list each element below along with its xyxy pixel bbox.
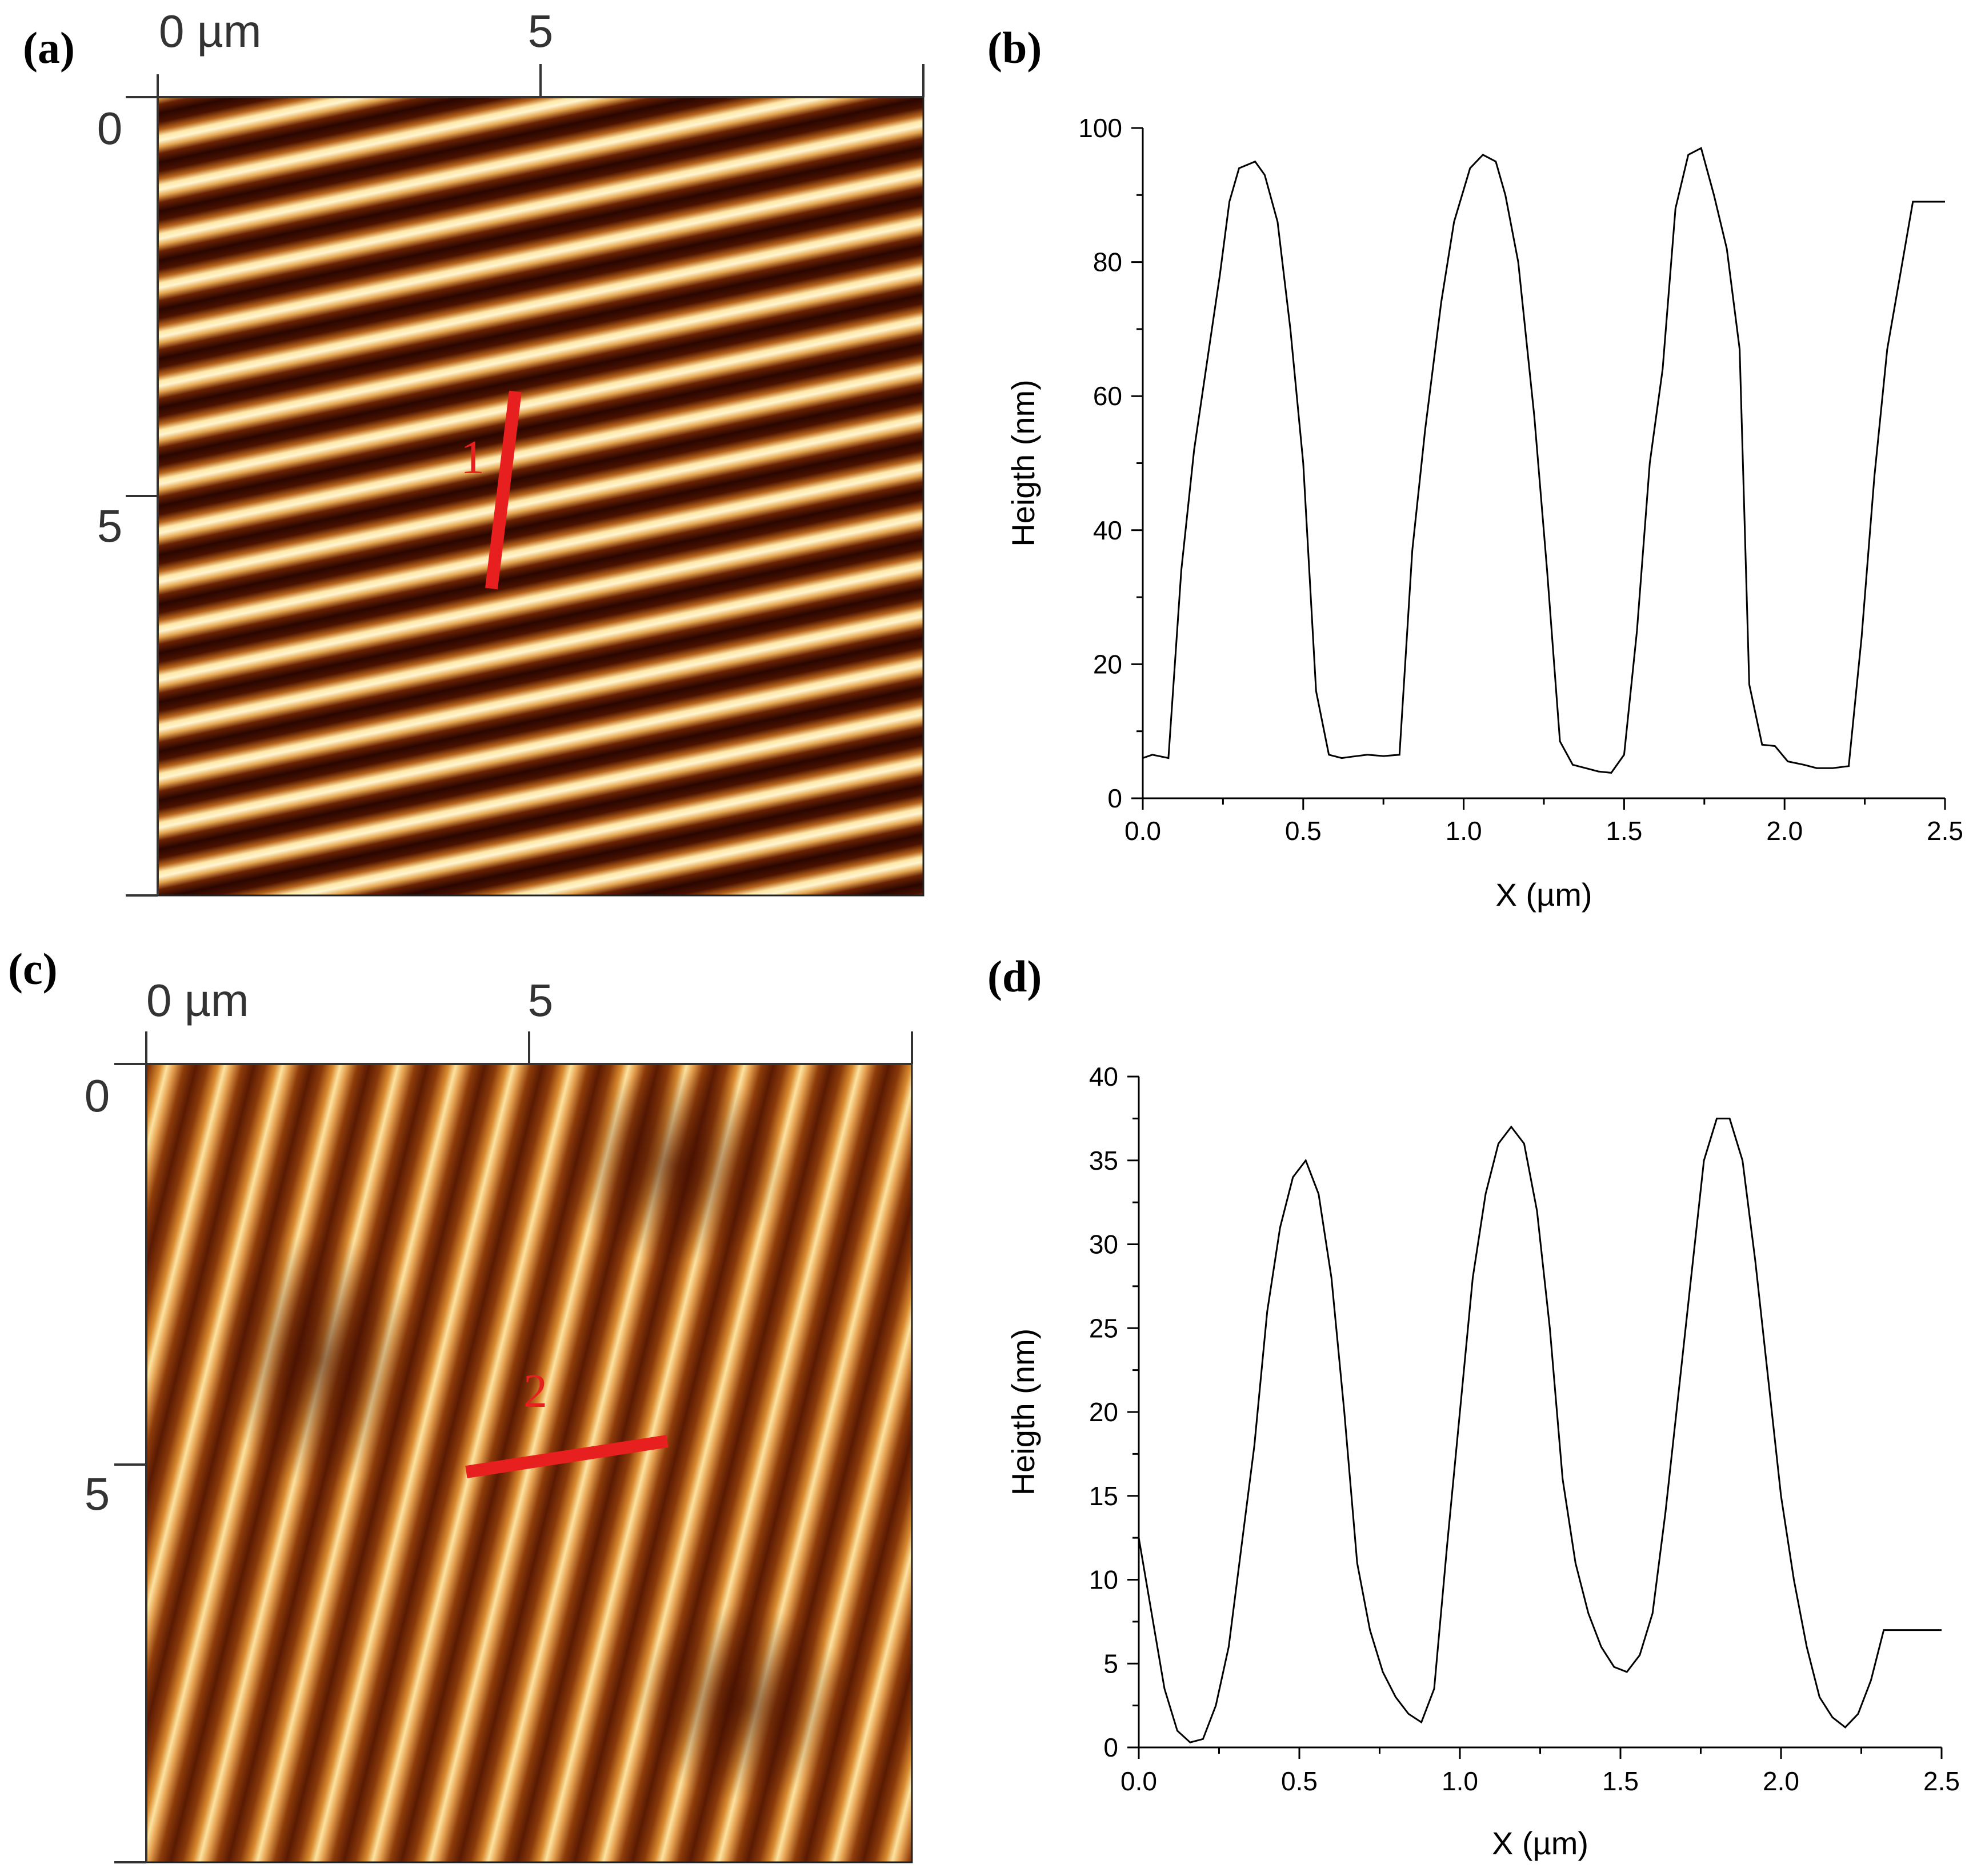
scan-c-ytick-0: 0: [85, 1070, 110, 1121]
chart-b-x-tick-label: 2.0: [1766, 816, 1803, 846]
panel-c-label: (c): [8, 944, 58, 994]
height-profile-chart-b: 0.0 0.5 1.0 1.5 2.0 2.5 0 20 40 60 80 100 X (µm) Heig…: [1005, 113, 1963, 913]
scan-a-ytick-5: 5: [97, 501, 123, 551]
chart-b-x-tick-label: 0.5: [1285, 816, 1322, 846]
chart-d-y-tick-label: 0: [1103, 1733, 1118, 1762]
scan-c-xtick-5: 5: [528, 975, 554, 1026]
chart-d-x-tick-label: 0.0: [1120, 1766, 1157, 1796]
panel-a-label: (a): [23, 23, 75, 73]
chart-b-y-tick-label: 0: [1107, 783, 1122, 813]
scan-c-ytick-5: 5: [85, 1469, 110, 1519]
afm-image-a: [158, 97, 923, 895]
chart-d-x-tick-label: 0.5: [1281, 1766, 1318, 1796]
chart-b-y-tick-label: 80: [1093, 247, 1122, 277]
chart-d-y-tick-label: 30: [1089, 1230, 1118, 1259]
scan-c-xtick-0: 0 µm: [146, 975, 249, 1026]
chart-d-x-tick-label: 2.0: [1763, 1766, 1799, 1796]
chart-b-y-tick-label: 20: [1093, 649, 1122, 679]
profile-marker-2: [465, 1435, 669, 1478]
chart-d-y-tick-label: 35: [1089, 1146, 1118, 1175]
chart-b-x-tick-label: 0.0: [1124, 816, 1161, 846]
chart-d-x-tick-label: 1.0: [1442, 1766, 1478, 1796]
panel-b-label: (b): [987, 23, 1042, 73]
chart-d-y-tick-label: 10: [1089, 1565, 1118, 1595]
chart-b-y-axis-title: Heigth (nm): [1005, 379, 1041, 547]
chart-d-x-axis-title: X (µm): [1492, 1825, 1588, 1861]
profile-marker-1: [485, 390, 522, 590]
afm-image-c-shadow-2: [217, 1234, 423, 1486]
chart-b-y-tick-label: 100: [1078, 113, 1122, 143]
profile-marker-2-label: 2: [523, 1365, 547, 1418]
panel-b: (b) 0.0 0.5 1.0 1.5 2.0 2.5 0 20 40 60 80 100 X (µm)…: [987, 23, 1963, 913]
scan-a-xtick-5: 5: [528, 6, 554, 57]
chart-d-y-tick-label: 15: [1089, 1481, 1118, 1511]
chart-d-y-tick-label: 5: [1103, 1649, 1118, 1678]
chart-d-y-axis-title: Heigth (nm): [1005, 1329, 1041, 1496]
chart-b-height-profile-line: [1142, 147, 1945, 774]
chart-d-y-tick-label: 20: [1089, 1397, 1118, 1427]
panel-a: (a) 0 µm 5 0 5 1: [23, 6, 925, 897]
chart-b-x-axis-title: X (µm): [1495, 877, 1592, 913]
panel-d-label: (d): [987, 951, 1042, 1001]
scan-a-ytick-0: 0: [97, 103, 123, 154]
afm-image-c-shadow-1: [560, 1069, 789, 1263]
chart-b-x-tick-label: 2.5: [1927, 816, 1963, 846]
height-profile-chart-d: 0.0 0.5 1.0 1.5 2.0 2.5 0 5 10 15 20 25 30 35 40 X (µm)…: [1005, 1062, 1960, 1861]
chart-d-y-tick-label: 40: [1089, 1062, 1118, 1091]
chart-b-x-tick-label: 1.5: [1606, 816, 1642, 846]
panel-c: (c) 0 µm 5 0 5 2: [8, 944, 913, 1863]
panel-d: (d) 0.0 0.5 1.0 1.5 2.0 2.5 0 5 10 15 20 25 30 35 40 X …: [987, 951, 1960, 1861]
chart-d-x-tick-label: 1.5: [1602, 1766, 1639, 1796]
chart-b-y-tick-label: 60: [1093, 381, 1122, 411]
afm-image-c-shadow-3: [634, 1606, 851, 1800]
chart-b-y-tick-label: 40: [1093, 515, 1122, 545]
profile-marker-1-label: 1: [461, 431, 485, 484]
chart-d-x-tick-label: 2.5: [1923, 1766, 1960, 1796]
scan-a-xtick-0: 0 µm: [159, 6, 261, 57]
chart-d-y-tick-label: 25: [1089, 1313, 1118, 1343]
chart-d-height-profile-line: [1138, 1117, 1942, 1743]
chart-b-x-tick-label: 1.0: [1446, 816, 1482, 846]
